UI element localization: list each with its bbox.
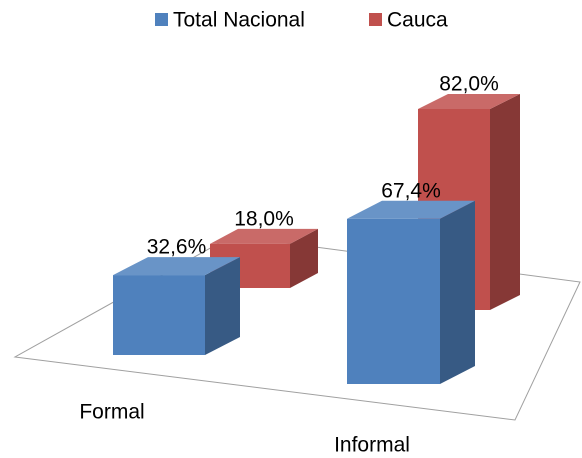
bar-top xyxy=(347,200,475,219)
value-label: 67,4% xyxy=(381,179,441,202)
value-label: 32,6% xyxy=(147,236,207,259)
category-label: Informal xyxy=(334,434,410,457)
bar-side xyxy=(290,228,318,288)
legend-swatch xyxy=(155,13,168,26)
bar-side xyxy=(205,257,240,355)
bar-front xyxy=(347,218,440,384)
bar xyxy=(113,257,240,355)
value-label: 82,0% xyxy=(439,73,499,96)
bar xyxy=(347,200,475,384)
bar-top xyxy=(113,257,240,276)
value-label: 18,0% xyxy=(234,207,294,230)
bar-front xyxy=(113,275,205,355)
bar-top xyxy=(418,94,520,109)
bar-side xyxy=(440,200,475,384)
bar-side xyxy=(490,94,520,310)
bar-top xyxy=(210,228,318,244)
legend-label: Total Nacional xyxy=(173,9,305,32)
category-label: Formal xyxy=(79,401,144,424)
legend-label: Cauca xyxy=(387,9,448,32)
legend-swatch xyxy=(369,13,382,26)
